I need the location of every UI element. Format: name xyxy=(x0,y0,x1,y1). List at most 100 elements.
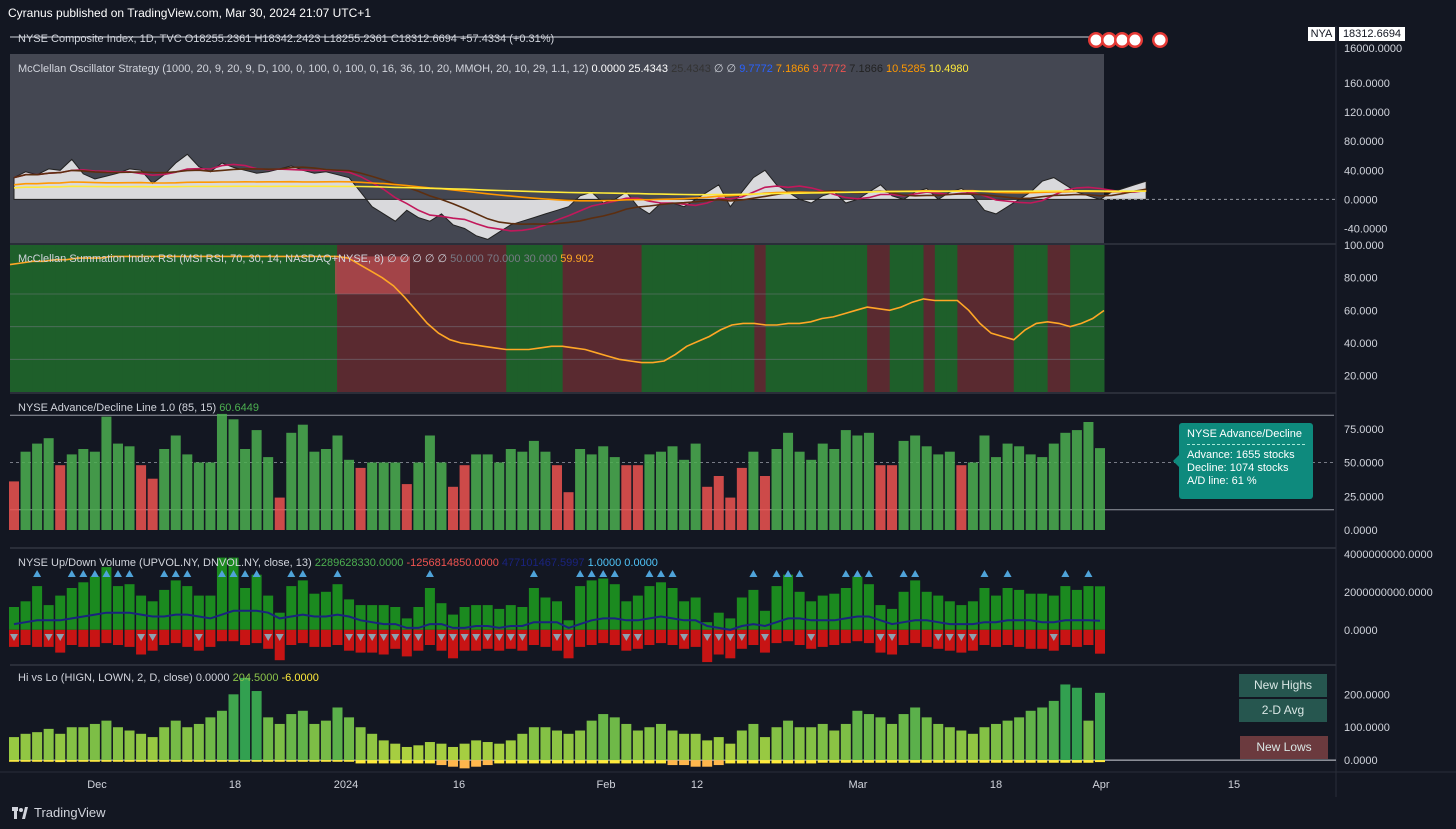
new-lows-bar xyxy=(286,760,297,762)
down-signal-marker xyxy=(379,634,388,641)
new-lows-bar xyxy=(887,760,898,763)
down-signal-marker xyxy=(760,634,769,641)
rsi-regime-band xyxy=(776,245,789,392)
rsi-regime-band xyxy=(619,245,631,392)
main-legend-value: NYSE Composite Index, 1D, TVC xyxy=(18,33,182,45)
up-signal-marker xyxy=(772,570,781,577)
ad-bar xyxy=(771,449,782,530)
ad-tick: 50.0000 xyxy=(1344,458,1384,470)
dnvol-bar xyxy=(540,629,551,647)
up-signal-marker xyxy=(183,570,192,577)
pane-legend-title: McClellan Summation Index RSI (MSI RSI, … xyxy=(18,253,387,265)
pane-legend-title: Hi vs Lo (HIGN, LOWN, 2, D, close) xyxy=(18,672,196,684)
up-signal-marker xyxy=(33,570,42,577)
rsi-regime-band xyxy=(686,245,699,392)
rsi-regime-band xyxy=(867,245,879,392)
rsi-regime-band xyxy=(269,245,282,392)
ad-bar xyxy=(263,457,274,530)
ad-bar xyxy=(817,443,828,530)
upvol-bar xyxy=(471,605,482,630)
ad-bar xyxy=(390,462,401,530)
new-highs-bar xyxy=(702,740,713,761)
up-signal-marker xyxy=(841,570,850,577)
new-highs-legend[interactable]: New Highs xyxy=(1239,674,1327,697)
us-flag-icon-face xyxy=(1103,34,1115,46)
rsi-regime-band xyxy=(404,245,417,392)
new-lows-bar xyxy=(586,760,597,764)
pane-legend-title: McClellan Oscillator Strategy (1000, 20,… xyxy=(18,63,592,75)
new-lows-bar xyxy=(852,760,863,763)
upvol-bar xyxy=(863,584,874,630)
up-signal-marker xyxy=(90,570,99,577)
up-signal-marker xyxy=(656,570,665,577)
rsi-regime-band xyxy=(1013,245,1026,392)
upvol-bar xyxy=(609,584,620,630)
ad-bar xyxy=(251,430,262,530)
upvol-bar xyxy=(436,603,447,630)
new-lows-bar xyxy=(944,760,955,763)
upvol-bar xyxy=(575,586,586,630)
upvol-bar xyxy=(829,593,840,630)
rsi-regime-band xyxy=(483,245,496,392)
new-lows-legend[interactable]: New Lows xyxy=(1240,736,1328,759)
upvol-bar xyxy=(367,605,378,630)
tradingview-logo[interactable]: TradingView xyxy=(12,805,106,820)
upvol-bar xyxy=(78,582,89,630)
upvol-bar xyxy=(1083,586,1094,630)
up-signal-marker xyxy=(784,570,793,577)
up-signal-marker xyxy=(425,570,434,577)
new-highs-bar xyxy=(713,737,724,761)
new-lows-bar xyxy=(690,760,701,767)
ad-bar xyxy=(898,440,909,530)
dnvol-bar xyxy=(690,629,701,647)
new-highs-bar xyxy=(147,737,158,761)
ad-bar xyxy=(887,465,898,530)
down-signal-marker xyxy=(945,634,954,641)
rsi-regime-band xyxy=(449,245,462,392)
tradingview-icon xyxy=(12,806,28,819)
new-lows-bar xyxy=(1083,760,1094,763)
ad-bar xyxy=(101,416,112,530)
new-lows-bar xyxy=(759,760,770,764)
oscillator-area xyxy=(13,153,1147,240)
new-lows-bar xyxy=(193,760,204,762)
ad-bar xyxy=(182,454,193,530)
upvol-bar xyxy=(448,614,459,630)
new-lows-bar xyxy=(967,760,978,763)
x-axis-label: Dec xyxy=(87,779,107,791)
down-signal-marker xyxy=(968,634,977,641)
avg-legend[interactable]: 2-D Avg xyxy=(1239,699,1327,722)
up-signal-marker xyxy=(864,570,873,577)
new-lows-bar xyxy=(251,760,262,762)
ad-bar xyxy=(448,486,459,530)
dnvol-bar xyxy=(875,629,886,653)
new-lows-bar xyxy=(505,760,516,764)
ad-bar xyxy=(43,438,54,530)
new-highs-bar xyxy=(448,746,459,761)
ad-line-legend: NYSE Advance/Decline Line 1.0 (85, 15) 6… xyxy=(18,402,259,414)
dnvol-bar xyxy=(297,629,308,644)
rsi-regime-band xyxy=(641,245,654,392)
ad-bar xyxy=(1071,430,1082,530)
new-highs-bar xyxy=(205,717,216,761)
ad-bar xyxy=(632,465,643,530)
new-lows-bar xyxy=(390,760,401,764)
us-flag-icon-face xyxy=(1129,34,1141,46)
dnvol-bar xyxy=(655,629,666,644)
upvol-bar xyxy=(655,582,666,630)
upvol-bar xyxy=(228,557,239,630)
dnvol-bar xyxy=(101,629,112,644)
pane-legend-value: 25.4343 xyxy=(671,63,714,75)
ad-bar xyxy=(344,459,355,530)
rsi-regime-band xyxy=(833,245,846,392)
upvol-bar xyxy=(875,605,886,630)
new-highs-bar xyxy=(240,677,251,761)
rsi-regime-band xyxy=(43,245,56,392)
dnvol-bar xyxy=(216,629,227,642)
upvol-bar xyxy=(101,567,112,630)
new-highs-bar xyxy=(251,691,262,761)
down-signal-marker xyxy=(1049,634,1058,641)
new-highs-bar xyxy=(806,727,817,761)
new-highs-bar xyxy=(78,727,89,761)
